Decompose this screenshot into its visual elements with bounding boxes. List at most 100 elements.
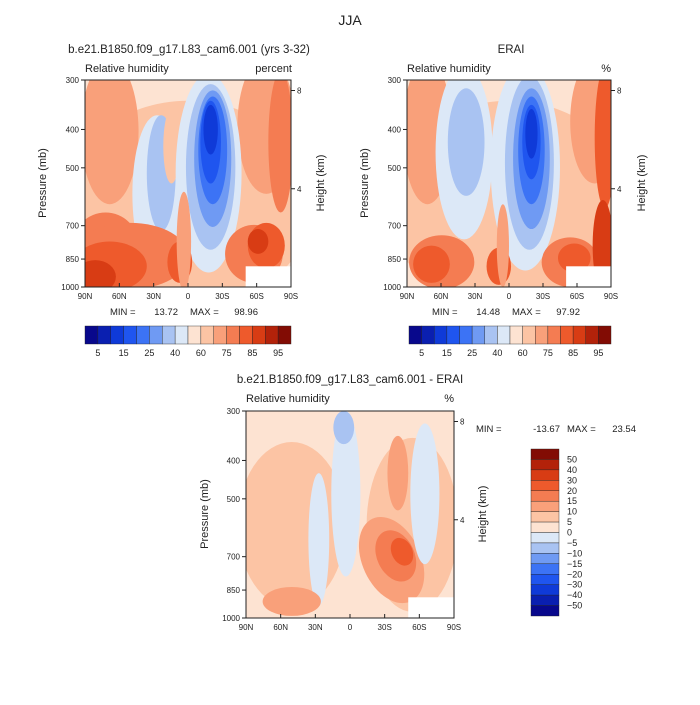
- colorbar-label: 85: [247, 348, 257, 358]
- panel-model: b.e21.B1850.f09_g17.L83_cam6.001 (yrs 3-…: [37, 44, 327, 358]
- panel-model-y2label: Height (km): [315, 155, 327, 212]
- ytick-label: 850: [66, 255, 80, 264]
- colorbar-label: 15: [442, 348, 452, 358]
- panel-erai-y2label: Height (km): [636, 155, 648, 212]
- colorbar-box: [585, 325, 599, 345]
- colorbar-box: [530, 563, 560, 575]
- colorbar-box: [530, 574, 560, 585]
- colorbar-box: [530, 605, 560, 617]
- colorbar-box: [434, 325, 448, 345]
- contour-region: [85, 80, 139, 205]
- colorbar-box: [560, 325, 574, 345]
- colorbar-box: [530, 469, 560, 481]
- colorbar-label: 95: [273, 348, 283, 358]
- panel-diff-variable: Relative humidity: [246, 393, 330, 405]
- colorbar-label: 95: [593, 348, 603, 358]
- ytick-label: 1000: [383, 283, 401, 292]
- colorbar-label: 60: [518, 348, 528, 358]
- panel-erai-units: %: [601, 63, 611, 75]
- colorbar-label: 25: [467, 348, 477, 358]
- xtick-label: 90S: [604, 292, 618, 301]
- y2tick-label: 4: [297, 185, 302, 194]
- contour-region: [246, 442, 346, 608]
- colorbar-box: [484, 325, 498, 345]
- missing-data-mask: [566, 266, 611, 287]
- xtick-label: 30S: [536, 292, 550, 301]
- colorbar-label: 40: [567, 465, 577, 475]
- colorbar-box: [187, 325, 202, 345]
- colorbar-label: 10: [567, 507, 577, 517]
- ytick-label: 500: [227, 495, 241, 504]
- panel-diff-min-label: MIN =: [476, 424, 502, 435]
- contour-region: [262, 586, 321, 616]
- contour-region: [410, 423, 440, 565]
- colorbar-box: [408, 325, 422, 345]
- colorbar-box: [84, 325, 99, 345]
- xtick-label: 90N: [400, 292, 415, 301]
- colorbar-label: −10: [567, 548, 582, 558]
- colorbar-box: [530, 480, 560, 491]
- panel-model-variable: Relative humidity: [85, 63, 169, 75]
- ytick-label: 1000: [222, 614, 240, 623]
- panel-model-max-label: MAX =: [190, 307, 219, 318]
- colorbar-box: [530, 459, 560, 471]
- panel-erai-variable: Relative humidity: [407, 63, 491, 75]
- ytick-label: 400: [66, 125, 80, 134]
- colorbar-label: −40: [567, 590, 582, 600]
- panel-erai-ylabel: Pressure (mb): [359, 148, 371, 218]
- colorbar-box: [530, 542, 560, 554]
- ytick-label: 500: [388, 164, 402, 173]
- panel-diff-y2label: Height (km): [477, 486, 489, 543]
- y2tick-label: 8: [460, 418, 465, 427]
- colorbar-box: [497, 325, 511, 345]
- xtick-label: 30S: [378, 623, 392, 632]
- colorbar-label: 5: [95, 348, 100, 358]
- contour-region: [387, 435, 409, 511]
- ytick-label: 1000: [61, 283, 79, 292]
- colorbar-box: [471, 325, 485, 345]
- y2tick-label: 4: [460, 516, 465, 525]
- colorbar-box: [174, 325, 189, 345]
- colorbar-label: 25: [144, 348, 154, 358]
- xtick-label: 60N: [273, 623, 288, 632]
- y2tick-label: 4: [617, 185, 622, 194]
- xtick-label: 30S: [215, 292, 229, 301]
- contour-region: [525, 108, 538, 159]
- panel-model-max: 98.96: [234, 307, 258, 318]
- colorbar-box: [459, 325, 473, 345]
- colorbar-box: [265, 325, 279, 345]
- missing-data-mask: [408, 597, 454, 618]
- colorbar-label: 75: [543, 348, 553, 358]
- colorbar-box: [162, 325, 176, 345]
- xtick-label: 60N: [434, 292, 449, 301]
- xtick-label: 90N: [239, 623, 254, 632]
- contour-region: [268, 80, 291, 213]
- ytick-label: 300: [388, 76, 402, 85]
- contour-region: [594, 80, 611, 209]
- ytick-label: 400: [388, 125, 402, 134]
- panel-erai: ERAI Relative humidity % 300400500700850…: [359, 44, 648, 358]
- panel-diff-title: b.e21.B1850.f09_g17.L83_cam6.001 - ERAI: [237, 374, 463, 386]
- xtick-label: 90S: [284, 292, 298, 301]
- colorbar-box: [530, 511, 560, 523]
- ytick-label: 700: [388, 222, 402, 231]
- contour-region: [163, 108, 180, 184]
- colorbar-box: [149, 325, 163, 345]
- figure-title: JJA: [338, 12, 362, 28]
- ytick-label: 850: [227, 586, 241, 595]
- colorbar-label: 5: [567, 517, 572, 527]
- colorbar-box: [572, 325, 586, 345]
- xtick-label: 0: [186, 292, 191, 301]
- panel-diff: b.e21.B1850.f09_g17.L83_cam6.001 - ERAI …: [199, 374, 636, 632]
- contour-region: [203, 104, 218, 155]
- contour-region: [570, 80, 611, 184]
- panel-erai-max-label: MAX =: [512, 307, 541, 318]
- panel-diff-max: 23.54: [612, 424, 636, 435]
- colorbar-box: [530, 584, 560, 596]
- colorbar-label: 15: [567, 496, 577, 506]
- xtick-label: 60S: [250, 292, 264, 301]
- ytick-label: 300: [227, 407, 241, 416]
